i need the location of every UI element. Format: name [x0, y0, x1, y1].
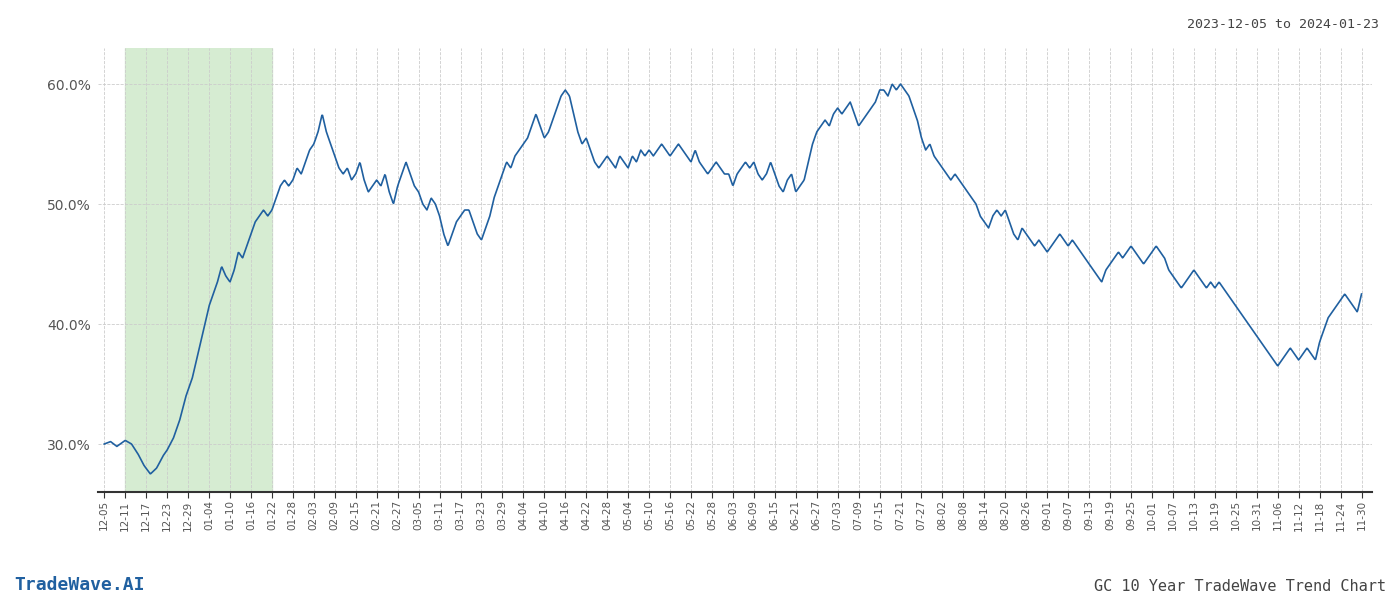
Text: 2023-12-05 to 2024-01-23: 2023-12-05 to 2024-01-23: [1187, 18, 1379, 31]
Text: TradeWave.AI: TradeWave.AI: [14, 576, 144, 594]
Text: GC 10 Year TradeWave Trend Chart: GC 10 Year TradeWave Trend Chart: [1093, 579, 1386, 594]
Bar: [125, 48, 272, 492]
